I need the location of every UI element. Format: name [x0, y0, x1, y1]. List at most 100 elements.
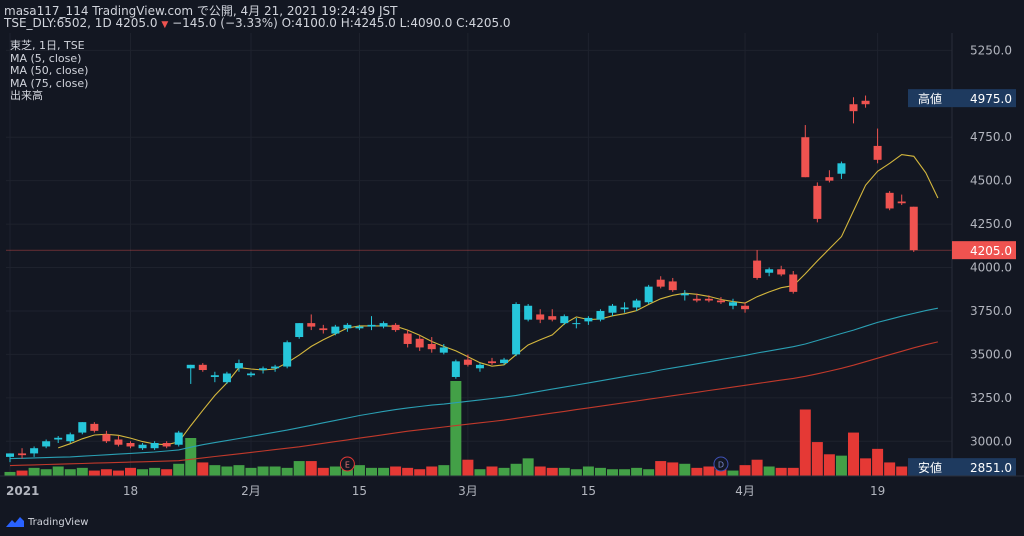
- volume-bar: [594, 467, 606, 476]
- candle: [560, 314, 569, 325]
- chart-header: masa117_114 TradingView.com で公開, 4月 21, …: [0, 0, 1024, 32]
- volume-bar: [149, 467, 161, 476]
- volume-bar: [353, 465, 365, 476]
- candle-body: [150, 442, 159, 449]
- candle: [680, 290, 689, 301]
- volume-bar: [775, 467, 787, 476]
- event-marker-D[interactable]: D: [713, 456, 729, 472]
- price-axis: 5250.0 4750.0 4500.0 4250.0 4000.0 3750.0 3500…: [970, 43, 1012, 448]
- candle: [572, 317, 581, 329]
- volume-bar: [498, 467, 510, 476]
- candle: [524, 304, 533, 322]
- volume-bar: [293, 461, 305, 476]
- candle-body: [259, 368, 268, 371]
- candle: [90, 422, 99, 433]
- volume-bar: [305, 461, 317, 476]
- tradingview-brand[interactable]: TradingView: [6, 516, 88, 528]
- candle-body: [138, 444, 147, 449]
- candles: [6, 95, 918, 463]
- candle: [367, 316, 376, 331]
- legend-ma50[interactable]: MA (50, close): [10, 64, 89, 77]
- volume-bar: [860, 458, 872, 476]
- candle-body: [439, 347, 448, 353]
- candle: [331, 324, 340, 336]
- volume-bar: [4, 471, 16, 476]
- volume-bar: [872, 448, 884, 476]
- volume-bar: [100, 469, 112, 476]
- candle: [849, 97, 858, 124]
- price-tick-label: 4750.0: [970, 130, 1012, 144]
- event-marker-E[interactable]: E: [339, 456, 355, 472]
- candle-body: [391, 324, 400, 331]
- candle-body: [451, 361, 460, 377]
- volume-bar: [40, 469, 52, 476]
- candle-body: [524, 305, 533, 320]
- volume-bar: [402, 467, 414, 476]
- candle: [608, 304, 617, 317]
- volume-bar: [366, 467, 377, 476]
- volume-bar: [607, 469, 618, 476]
- candle-body: [668, 281, 677, 291]
- candle-body: [680, 293, 689, 296]
- price-tick-label: 3500.0: [970, 347, 1012, 361]
- ohlc-values: O:4100.0 H:4245.0 L:4090.0 C:4205.0: [281, 16, 511, 30]
- candle-body: [427, 343, 436, 350]
- volume-bar: [522, 458, 534, 476]
- volume-bar: [257, 466, 269, 476]
- low-label: 安値: [918, 460, 942, 475]
- candle: [861, 95, 870, 108]
- candle: [692, 293, 701, 303]
- candle: [18, 448, 27, 459]
- candle-body: [644, 286, 653, 303]
- candle: [475, 363, 484, 372]
- candle: [704, 295, 713, 303]
- price-tick-label: 5250.0: [970, 43, 1012, 57]
- candle: [813, 182, 822, 223]
- legend-volume[interactable]: 出来高: [10, 89, 43, 102]
- low-value-bg: [952, 458, 1016, 477]
- volume-bar: [667, 462, 679, 476]
- candle-body: [572, 323, 581, 325]
- candle: [439, 343, 448, 355]
- price-change: −145.0 (−3.33%): [172, 16, 278, 30]
- volume-bar: [329, 466, 341, 476]
- volume-bar: [763, 466, 775, 476]
- volume-bar: [450, 381, 462, 476]
- volume-bar: [414, 469, 426, 476]
- candle: [463, 354, 472, 367]
- last-price-bg: [952, 241, 1016, 260]
- volume-bar: [221, 466, 233, 476]
- candle: [777, 265, 786, 277]
- candle-body: [343, 324, 352, 329]
- candle-body: [30, 448, 39, 454]
- tradingview-logo-icon: [6, 517, 24, 527]
- brand-label: TradingView: [28, 516, 89, 528]
- candle: [873, 128, 882, 164]
- time-tick-label: 2021: [6, 484, 39, 498]
- legend-ma5[interactable]: MA (5, close): [10, 51, 82, 65]
- candle-body: [584, 317, 593, 322]
- candle-body: [849, 104, 858, 112]
- candle-body: [861, 100, 870, 105]
- time-axis: 2021 18 2月 15 3月 15 4月 19: [6, 484, 885, 498]
- legend-symbol[interactable]: 東芝, 1日, TSE: [10, 39, 85, 52]
- candle: [451, 359, 460, 379]
- event-marker-label: E: [345, 461, 350, 470]
- candle-body: [885, 192, 894, 209]
- candlestick-chart[interactable]: E D 5250.0 4750.0 4500.0 4250.0 4000.0 3750.0 35…: [0, 33, 1024, 509]
- candle: [741, 302, 750, 313]
- candle: [584, 316, 593, 325]
- candle-body: [66, 434, 75, 442]
- candle-body: [716, 300, 725, 303]
- volume-bar: [835, 455, 847, 476]
- legend-ma75[interactable]: MA (75, close): [10, 76, 89, 90]
- volume-bar: [787, 467, 799, 476]
- candle: [114, 436, 123, 447]
- candle: [126, 441, 135, 449]
- candle: [897, 194, 906, 205]
- candle: [620, 302, 629, 313]
- volume-bar: [269, 466, 281, 476]
- chart-area[interactable]: E D 5250.0 4750.0 4500.0 4250.0 4000.0 3750.0 35…: [0, 33, 1024, 509]
- volume-bar: [390, 466, 402, 476]
- price-tick-label: 3250.0: [970, 391, 1012, 405]
